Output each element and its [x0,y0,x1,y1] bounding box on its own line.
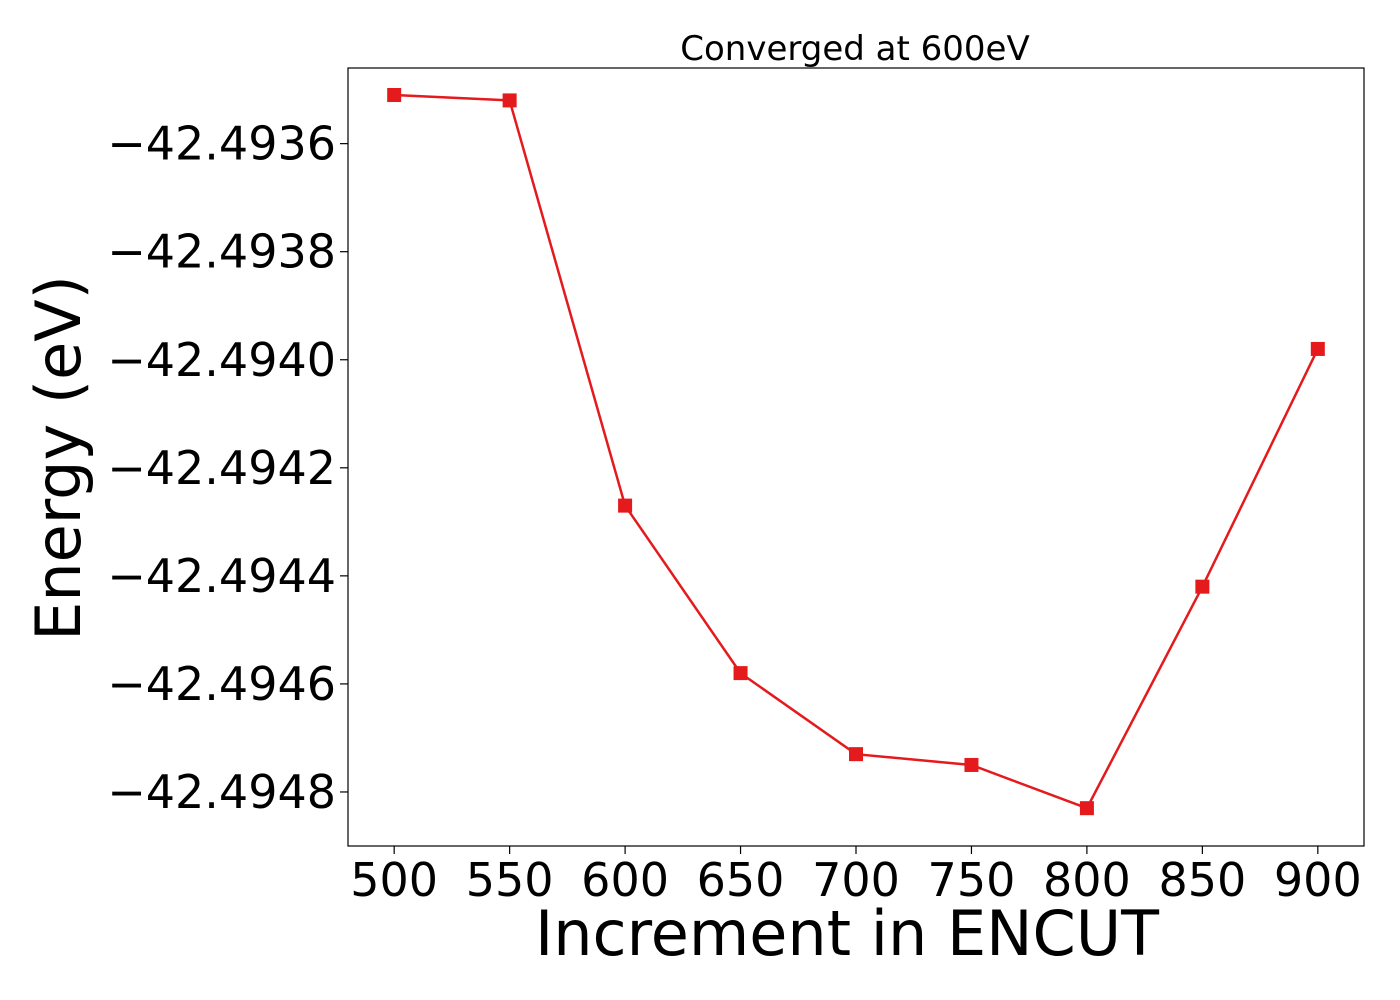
x-tick-label: 650 [697,853,785,907]
x-tick-label: 600 [581,853,669,907]
data-point-marker [1079,801,1094,816]
x-tick-label: 500 [350,853,438,907]
data-point-marker [502,93,517,108]
x-tick-label: 750 [928,853,1016,907]
plot-area-frame [347,67,1365,847]
y-tick-label: −42.4948 [107,765,336,819]
x-axis-label: Increment in ENCUT [535,897,1160,970]
data-point-marker [387,88,402,103]
data-point-marker [964,757,979,772]
x-tick-label: 700 [812,853,900,907]
series-energy [387,88,1325,816]
data-point-marker [733,666,748,681]
data-point-marker [849,747,863,762]
data-point-marker [1310,341,1325,356]
data-point-marker [618,498,633,513]
y-tick-label: −42.4940 [107,333,336,387]
y-tick-label: −42.4938 [107,225,336,279]
y-axis-label: Energy (eV) [22,275,95,641]
y-tick-label: −42.4944 [107,549,336,603]
data-point-marker [1195,579,1210,594]
x-tick-label: 550 [466,853,554,907]
x-tick-label: 900 [1274,853,1362,907]
y-axis: −42.4936 −42.4938 −42.4940 −42.4942 −42.4944… [107,117,348,819]
x-tick-label: 850 [1158,853,1246,907]
y-tick-label: −42.4946 [107,657,336,711]
series-line [394,93,1319,810]
x-axis: 500 550 600 650 700 750 800 850 900 [350,846,1362,907]
chart-title: Converged at 600eV [680,29,1029,69]
x-tick-label: 800 [1043,853,1131,907]
y-tick-label: −42.4942 [107,441,336,495]
y-tick-label: −42.4936 [107,117,336,171]
